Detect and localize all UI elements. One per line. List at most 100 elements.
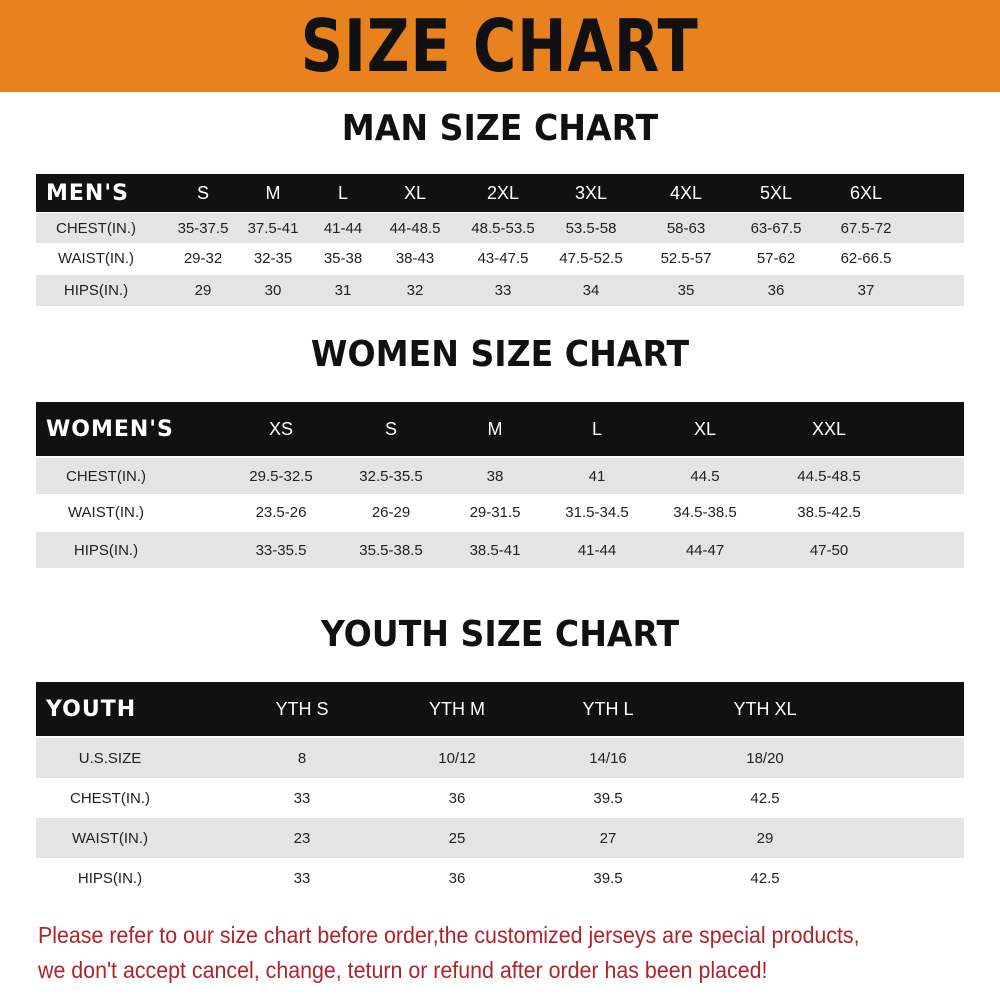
table-row: WAIST(IN.) 23 25 27 29 bbox=[36, 818, 964, 858]
table-cell: 67.5-72 bbox=[840, 219, 892, 237]
row-label: CHEST(IN.) bbox=[66, 467, 146, 485]
women-header-row: WOMEN'S XS S M L XL XXL bbox=[36, 402, 964, 456]
table-cell: 10/12 bbox=[438, 749, 476, 767]
table-cell: 63-67.5 bbox=[750, 219, 802, 237]
youth-size-table: YOUTH YTH S YTH M YTH L YTH XL U.S.SIZE 8 10/12… bbox=[36, 682, 964, 898]
table-cell: 44.5 bbox=[690, 467, 720, 485]
table-row: WAIST(IN.) 23.5-26 26-29 29-31.5 31.5-34.5 34… bbox=[36, 494, 964, 530]
table-cell: 33-35.5 bbox=[255, 541, 307, 559]
table-cell: 37 bbox=[857, 282, 875, 299]
table-cell: 32-35 bbox=[253, 250, 293, 267]
table-cell: 33 bbox=[494, 282, 512, 299]
row-label: U.S.SIZE bbox=[78, 749, 142, 767]
table-cell: 33 bbox=[293, 789, 311, 807]
column-header: M bbox=[265, 182, 281, 203]
table-cell: 44-48.5 bbox=[389, 219, 441, 237]
column-header: XL bbox=[693, 418, 717, 439]
youth-section-title: YOUTH SIZE CHART bbox=[320, 614, 680, 655]
table-cell: 36 bbox=[767, 282, 785, 299]
table-cell: 44-47 bbox=[685, 541, 725, 559]
table-cell: 29-31.5 bbox=[469, 503, 521, 521]
table-cell: 35 bbox=[677, 282, 695, 299]
column-header: M bbox=[487, 418, 503, 439]
table-row: CHEST(IN.) 29.5-32.5 32.5-35.5 38 41 44.5 44.5… bbox=[36, 458, 964, 494]
table-cell: 48.5-53.5 bbox=[471, 219, 535, 237]
men-section-title: MAN SIZE CHART bbox=[341, 108, 659, 149]
table-cell: 57-62 bbox=[756, 250, 796, 267]
column-header: XXL bbox=[811, 418, 847, 439]
row-label: HIPS(IN.) bbox=[73, 541, 139, 559]
table-cell: 34 bbox=[582, 282, 600, 299]
women-size-table: WOMEN'S XS S M L XL XXL CHEST(IN.) 29.5-32.5 32.5… bbox=[36, 402, 964, 568]
men-table-label: MEN'S bbox=[46, 180, 129, 206]
row-label: WAIST(IN.) bbox=[57, 250, 135, 267]
table-cell: 53.5-58 bbox=[565, 219, 617, 237]
table-cell: 38-43 bbox=[395, 250, 435, 267]
row-label: WAIST(IN.) bbox=[67, 503, 145, 521]
column-header: YTH S bbox=[275, 698, 329, 719]
table-cell: 36 bbox=[448, 869, 466, 887]
column-header: YTH M bbox=[429, 698, 485, 719]
table-cell: 47.5-52.5 bbox=[559, 250, 623, 267]
table-cell: 14/16 bbox=[589, 749, 627, 767]
column-header: S bbox=[196, 182, 210, 203]
table-cell: 58-63 bbox=[666, 219, 706, 237]
table-cell: 27 bbox=[599, 829, 617, 847]
table-cell: 23.5-26 bbox=[255, 503, 307, 521]
column-header: 6XL bbox=[849, 182, 883, 203]
table-cell: 43-47.5 bbox=[477, 250, 529, 267]
table-cell: 35-37.5 bbox=[177, 219, 229, 237]
youth-table-label: YOUTH bbox=[46, 696, 137, 722]
table-cell: 33 bbox=[293, 869, 311, 887]
men-header-row: MEN'S S M L XL 2XL 3XL 4XL 5XL 6XL bbox=[36, 174, 964, 212]
table-cell: 25 bbox=[448, 829, 466, 847]
table-cell: 31.5-34.5 bbox=[565, 503, 629, 521]
table-cell: 31 bbox=[334, 282, 352, 299]
table-cell: 32 bbox=[406, 282, 424, 299]
table-cell: 47-50 bbox=[809, 541, 849, 559]
column-header: 4XL bbox=[669, 182, 703, 203]
table-cell: 38.5-42.5 bbox=[797, 503, 861, 521]
table-cell: 39.5 bbox=[593, 869, 623, 887]
table-cell: 32.5-35.5 bbox=[359, 467, 423, 485]
men-size-table: MEN'S S M L XL 2XL 3XL 4XL 5XL 6XL CHEST(IN.) 35-37… bbox=[36, 174, 964, 306]
table-cell: 34.5-38.5 bbox=[673, 503, 737, 521]
page-title: SIZE CHART bbox=[301, 4, 699, 88]
row-label: HIPS(IN.) bbox=[77, 869, 143, 887]
table-cell: 41 bbox=[588, 467, 606, 485]
table-row: HIPS(IN.) 33 36 39.5 42.5 bbox=[36, 858, 964, 898]
row-label: CHEST(IN.) bbox=[56, 219, 136, 237]
column-header: XS bbox=[268, 418, 294, 439]
table-cell: 29.5-32.5 bbox=[249, 467, 313, 485]
row-label: WAIST(IN.) bbox=[71, 829, 149, 847]
table-cell: 26-29 bbox=[371, 503, 411, 521]
table-row: HIPS(IN.) 33-35.5 35.5-38.5 38.5-41 41-44 44-… bbox=[36, 532, 964, 568]
row-label: CHEST(IN.) bbox=[70, 789, 150, 807]
table-cell: 29 bbox=[756, 829, 774, 847]
column-header: 3XL bbox=[574, 182, 608, 203]
column-header: 2XL bbox=[486, 182, 520, 203]
column-header: L bbox=[337, 182, 349, 203]
notice-line-2: we don't accept cancel, change, teturn o… bbox=[38, 957, 768, 983]
women-section-title: WOMEN SIZE CHART bbox=[310, 334, 690, 375]
column-header: 5XL bbox=[759, 182, 793, 203]
notice-line-1: Please refer to our size chart before or… bbox=[38, 922, 860, 948]
women-table-label: WOMEN'S bbox=[46, 416, 174, 442]
table-cell: 29-32 bbox=[183, 250, 223, 267]
table-cell: 36 bbox=[448, 789, 466, 807]
table-cell: 42.5 bbox=[750, 789, 780, 807]
column-header: YTH L bbox=[582, 698, 634, 719]
table-cell: 23 bbox=[293, 829, 311, 847]
table-cell: 38 bbox=[486, 467, 504, 485]
table-cell: 44.5-48.5 bbox=[797, 467, 861, 485]
table-cell: 38.5-41 bbox=[469, 541, 521, 559]
table-cell: 42.5 bbox=[750, 869, 780, 887]
table-cell: 62-66.5 bbox=[840, 250, 892, 267]
table-cell: 35-38 bbox=[323, 250, 363, 267]
table-cell: 52.5-57 bbox=[660, 250, 712, 267]
column-header: XL bbox=[403, 182, 427, 203]
table-cell: 35.5-38.5 bbox=[359, 541, 423, 559]
table-cell: 30 bbox=[264, 282, 282, 299]
column-header: S bbox=[384, 418, 398, 439]
table-cell: 39.5 bbox=[593, 789, 623, 807]
